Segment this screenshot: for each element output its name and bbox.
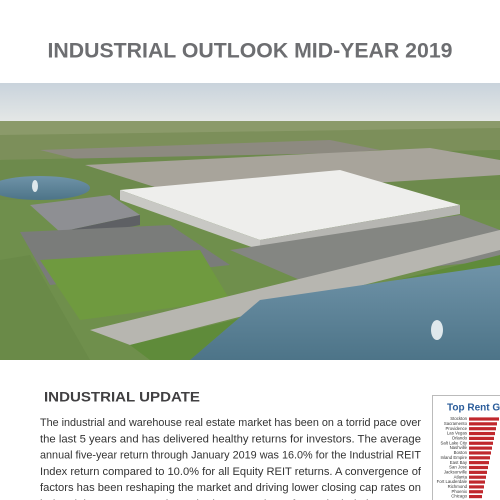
city-label: Sacramento (444, 421, 468, 426)
city-label: East Bay (450, 460, 468, 465)
bar (469, 417, 499, 421)
bar (469, 422, 497, 426)
paragraph-line: factors has been reshaping the market an… (40, 482, 421, 494)
bar (469, 461, 489, 465)
section-heading: INDUSTRIAL UPDATE (44, 390, 200, 405)
city-label: Jacksonville (444, 469, 468, 474)
bar (469, 436, 494, 440)
city-label: Fort Lauderdale (437, 479, 468, 484)
city-label: Nashville (450, 445, 468, 450)
bar (469, 427, 496, 431)
bar (469, 495, 482, 499)
bar (469, 446, 492, 450)
bar (469, 490, 483, 494)
bar (469, 485, 484, 489)
paragraph-line: annual five-year return through January … (40, 450, 421, 462)
sidebar-title: Top Rent G (447, 403, 500, 414)
paragraph-line: industrial assets across the United Stat… (40, 498, 422, 500)
paragraph: The industrial and warehouse real estate… (40, 417, 422, 500)
city-label: Providence (446, 426, 468, 431)
bar (469, 441, 493, 445)
city-label: Las Vegas (447, 431, 467, 436)
city-label: San Jose (449, 465, 468, 470)
bar (469, 480, 485, 484)
city-label: Richmond (448, 484, 468, 489)
bar (469, 475, 486, 479)
bar (469, 465, 488, 470)
city-label: Chicago (451, 494, 467, 499)
paragraph-line: Index return compared to 10.0% for all E… (40, 466, 422, 478)
paragraph-line: the last 5 years and has delivered healt… (40, 433, 421, 445)
bar (469, 470, 487, 474)
page-title: INDUSTRIAL OUTLOOK MID-YEAR 2019 (48, 40, 453, 63)
city-label: Salt Lake City (440, 440, 467, 445)
city-label: Stockton (450, 416, 467, 421)
city-label: Orlando (452, 436, 468, 441)
bar (469, 431, 495, 436)
aerial-photo (0, 83, 500, 360)
city-label: Atlanta (454, 474, 468, 479)
bar (469, 456, 490, 460)
city-label: Boston (454, 450, 468, 455)
city-label: Inland Empire (440, 455, 467, 460)
city-label: Phoenix (451, 489, 467, 494)
bar (469, 451, 491, 455)
paragraph-line: The industrial and warehouse real estate… (40, 417, 421, 429)
